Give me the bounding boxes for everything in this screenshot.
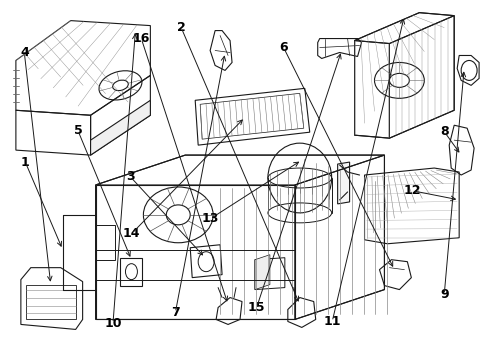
Text: 16: 16 [132,32,150,45]
Text: 7: 7 [171,306,179,319]
Polygon shape [90,100,150,155]
Text: 9: 9 [439,288,447,301]
Text: 10: 10 [104,317,122,330]
Text: 2: 2 [177,21,185,34]
Text: 15: 15 [247,301,265,314]
Text: 1: 1 [21,156,30,168]
Text: 5: 5 [73,124,82,137]
Text: 3: 3 [125,170,134,183]
Text: 8: 8 [439,125,447,138]
Text: 13: 13 [202,212,219,225]
Text: 14: 14 [122,227,140,240]
Polygon shape [337,162,349,204]
Text: 11: 11 [323,315,340,328]
Bar [95,225,115,260]
Text: 6: 6 [279,41,287,54]
Bar [120,258,142,285]
Text: 4: 4 [20,46,29,59]
Text: 12: 12 [403,184,421,197]
Polygon shape [254,255,269,289]
